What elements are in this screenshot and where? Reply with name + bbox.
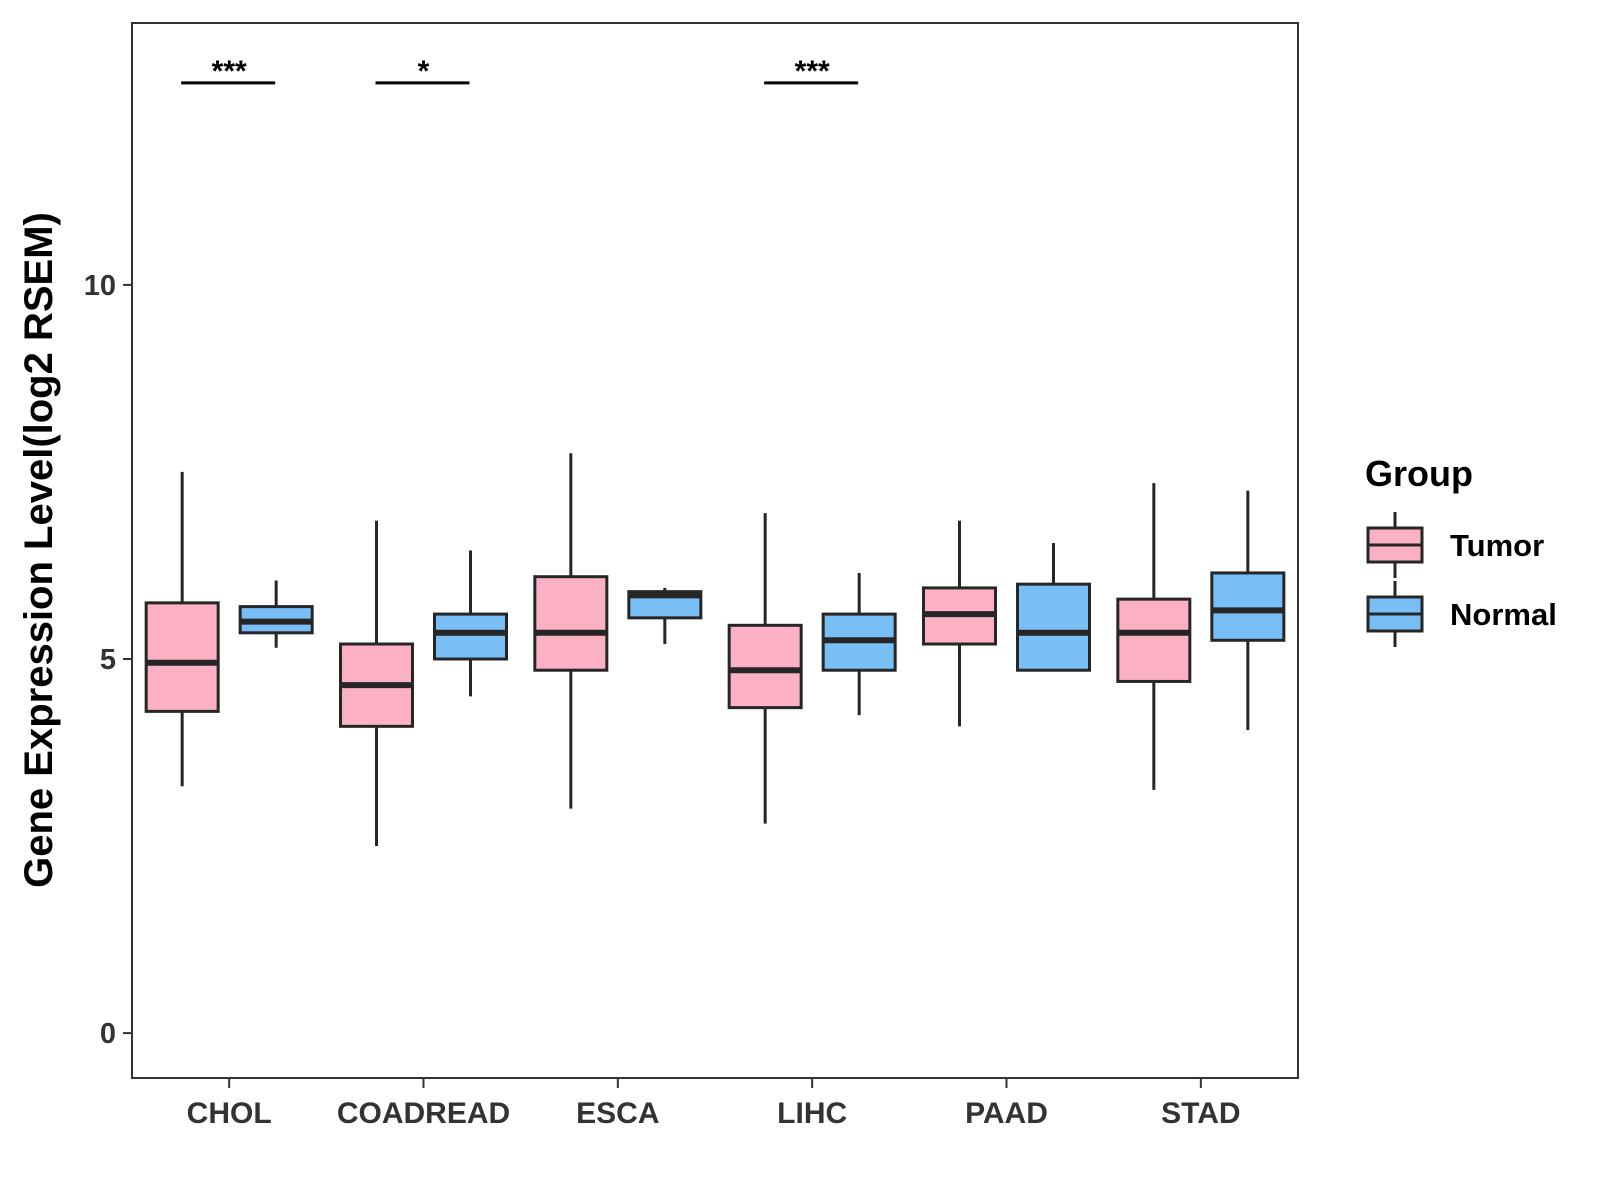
tumor-box-coadread [339, 520, 414, 847]
significance-label: * [418, 55, 430, 88]
normal-box-chol [238, 580, 314, 648]
normal-box-stad [1210, 490, 1286, 731]
significance-label: *** [212, 55, 247, 88]
legend-label-normal: Normal [1450, 597, 1557, 632]
x-axis: CHOL COADREAD ESCA LIHC PAAD STAD [187, 1078, 1241, 1130]
box-iqr [1116, 597, 1192, 683]
box-series [144, 453, 1286, 847]
box-iqr [1016, 582, 1091, 672]
normal-box-lihc [821, 572, 897, 716]
legend-key-normal [1366, 581, 1424, 647]
normal-box-paad [1016, 543, 1091, 672]
box-iqr [433, 612, 508, 661]
box-iqr [533, 575, 609, 672]
significance-annotations: *** * *** [181, 55, 859, 88]
significance-label: *** [795, 55, 830, 88]
x-tick-label: CHOL [187, 1097, 272, 1130]
x-tick-label: ESCA [576, 1097, 659, 1130]
x-tick-label: PAAD [965, 1097, 1048, 1130]
y-axis: 0 5 10 [84, 270, 132, 1050]
x-tick-label: COADREAD [337, 1097, 510, 1130]
tumor-box-lihc [727, 513, 803, 824]
legend: Group Tumor Normal [1365, 453, 1557, 647]
normal-box-coadread [433, 550, 508, 697]
legend-key-tumor [1366, 512, 1424, 578]
box-iqr [1210, 571, 1286, 642]
normal-box-esca [627, 587, 703, 645]
y-axis-label: Gene Expression Level(log2 RSEM) [17, 212, 61, 888]
plot-panel-border [131, 22, 1299, 1079]
y-tick-label: 10 [84, 270, 116, 302]
x-tick-label: LIHC [777, 1097, 847, 1130]
x-tick-label: STAD [1161, 1097, 1240, 1130]
tumor-box-chol [144, 471, 220, 787]
tumor-box-stad [1116, 483, 1192, 790]
y-tick-label: 5 [100, 644, 116, 676]
legend-title: Group [1365, 453, 1473, 494]
box-iqr [144, 601, 220, 713]
tumor-box-esca [533, 453, 609, 809]
y-tick-label: 0 [100, 1018, 116, 1050]
box-iqr [727, 623, 803, 710]
legend-label-tumor: Tumor [1450, 528, 1544, 563]
tumor-box-paad [922, 520, 997, 727]
